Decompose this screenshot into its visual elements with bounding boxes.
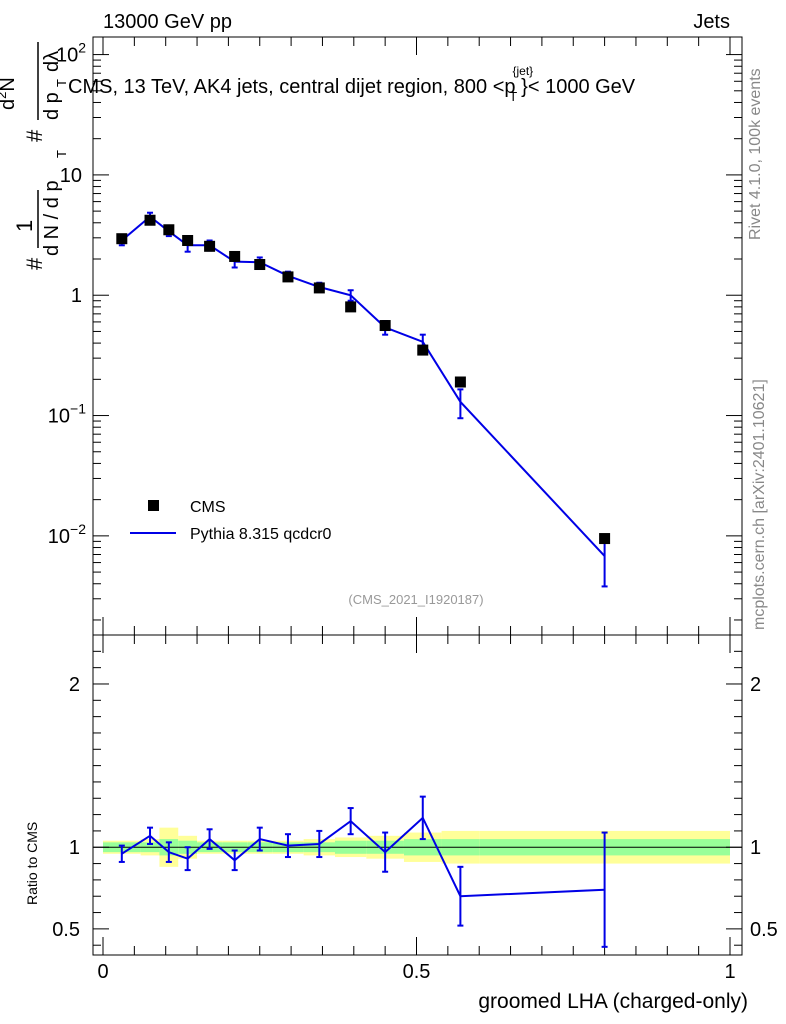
x-axis-label: groomed LHA (charged-only) — [478, 990, 748, 1013]
data-point — [599, 533, 611, 545]
ratio-tick-label-right: 1 — [750, 837, 761, 859]
data-point — [204, 240, 216, 252]
ratio-tick-label-right: 0.5 — [750, 919, 778, 941]
data-point — [379, 320, 391, 332]
data-point — [182, 234, 194, 246]
svg-text:dλ: dλ — [41, 51, 63, 72]
ratio-tick-label: 0.5 — [52, 919, 80, 941]
y-axis-label-main: # 1 d N / d p T # d2N d p T dλ — [0, 42, 69, 270]
data-point — [345, 301, 357, 313]
data-point — [282, 271, 294, 283]
y-axis-label-ratio: Ratio to CMS — [24, 822, 40, 905]
x-tick-label: 0.5 — [403, 961, 431, 983]
ratio-tick-label-right: 2 — [750, 674, 761, 696]
y-tick-label: 102 — [56, 40, 86, 67]
data-point — [454, 376, 466, 388]
svg-text:d p: d p — [41, 92, 63, 120]
x-tick-label: 0 — [97, 961, 108, 983]
header-right: Jets — [693, 11, 730, 33]
legend-label-data: CMS — [190, 499, 226, 516]
data-point — [116, 233, 128, 245]
rivet-version-label: Rivet 4.1.0, 100k events — [747, 68, 764, 240]
y-tick-label: 10−1 — [48, 401, 86, 428]
data-series-main — [116, 214, 611, 545]
y-tick-label: 10 — [60, 165, 82, 187]
svg-text:d N / d p: d N / d p — [41, 180, 63, 256]
svg-text:T: T — [54, 150, 69, 158]
svg-text:#: # — [22, 257, 47, 270]
mc-series-ratio — [118, 795, 608, 948]
data-point — [254, 259, 266, 271]
legend-label-mc: Pythia 8.315 qcdcr0 — [190, 526, 332, 543]
ratio-tick-label: 1 — [69, 837, 80, 859]
legend: CMS Pythia 8.315 qcdcr0 — [130, 499, 332, 543]
svg-text:d2N: d2N — [0, 77, 19, 110]
data-point — [313, 282, 325, 294]
legend-marker-data — [148, 500, 159, 511]
y-tick-label: 1 — [71, 285, 82, 307]
svg-text:1: 1 — [12, 220, 37, 232]
mcplots-label: mcplots.cern.ch [arXiv:2401.10621] — [751, 379, 768, 630]
data-point — [417, 344, 429, 356]
svg-text:T: T — [54, 79, 69, 87]
main-plot-frame — [92, 36, 743, 636]
axis-ticks: 102 10 1 10−1 10−2 2 2 1 1 0.5 0.5 0 0.5 1 — [48, 37, 778, 983]
plot-title: CMS, 13 TeV, AK4 jets, central dijet reg… — [68, 64, 636, 104]
x-tick-label: 1 — [724, 961, 735, 983]
data-point — [229, 250, 241, 262]
data-point — [163, 224, 175, 236]
header-left: 13000 GeV pp — [103, 11, 232, 33]
y-tick-label: 10−2 — [48, 521, 86, 548]
data-point — [144, 214, 156, 226]
ratio-mc-line — [121, 816, 605, 898]
analysis-id: (CMS_2021_I1920187) — [348, 592, 483, 607]
ratio-tick-label: 2 — [69, 674, 80, 696]
ratio-plot-frame — [92, 634, 743, 956]
svg-text:#: # — [22, 129, 47, 142]
